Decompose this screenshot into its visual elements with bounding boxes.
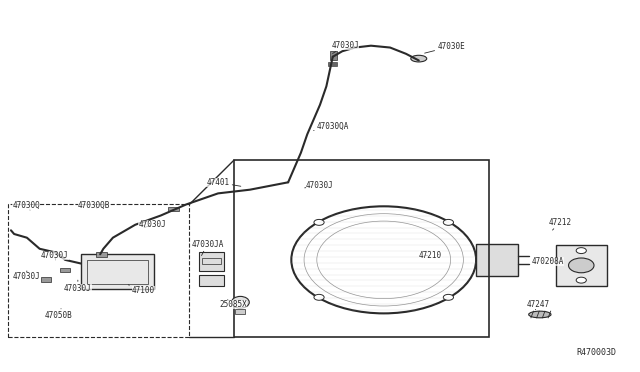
- Text: 47030J: 47030J: [138, 220, 166, 229]
- Circle shape: [314, 219, 324, 225]
- Circle shape: [568, 258, 594, 273]
- Text: 47030J: 47030J: [12, 271, 40, 281]
- Bar: [41, 277, 51, 282]
- Circle shape: [444, 294, 454, 300]
- Ellipse shape: [529, 311, 551, 318]
- Text: 47030J: 47030J: [332, 41, 359, 54]
- Ellipse shape: [411, 55, 427, 62]
- Text: 47030J: 47030J: [41, 251, 68, 260]
- Text: 47030Q: 47030Q: [12, 201, 40, 210]
- Text: 47030JA: 47030JA: [191, 240, 223, 256]
- Bar: [202, 258, 221, 263]
- Text: 47212: 47212: [548, 218, 572, 230]
- Text: 47247: 47247: [527, 300, 550, 310]
- Ellipse shape: [232, 296, 249, 308]
- Bar: [88, 260, 148, 284]
- Circle shape: [444, 219, 454, 225]
- Circle shape: [314, 294, 324, 300]
- Bar: [328, 62, 337, 66]
- Text: 47030J: 47030J: [64, 280, 92, 293]
- Circle shape: [576, 277, 586, 283]
- Text: 47030J: 47030J: [305, 181, 333, 190]
- Bar: [199, 253, 225, 271]
- Bar: [234, 160, 489, 337]
- Bar: [476, 244, 518, 276]
- Bar: [60, 268, 70, 272]
- Text: 47030QB: 47030QB: [78, 201, 110, 210]
- Text: 47401: 47401: [206, 178, 241, 187]
- Text: 47100: 47100: [128, 285, 155, 295]
- Bar: [168, 207, 179, 211]
- Text: 470208A: 470208A: [532, 257, 564, 266]
- Bar: [236, 309, 246, 314]
- Circle shape: [576, 248, 586, 254]
- Bar: [199, 275, 225, 286]
- Bar: [81, 254, 154, 289]
- Bar: [330, 51, 337, 61]
- Text: 25085X: 25085X: [220, 300, 247, 310]
- Bar: [556, 245, 607, 286]
- Text: 47030QA: 47030QA: [314, 122, 349, 131]
- Text: 47210: 47210: [419, 251, 442, 260]
- Text: 47050B: 47050B: [45, 309, 72, 320]
- Bar: [8, 205, 189, 337]
- Bar: [97, 252, 106, 257]
- Text: R470003D: R470003D: [576, 347, 616, 357]
- Text: 47030E: 47030E: [425, 42, 465, 53]
